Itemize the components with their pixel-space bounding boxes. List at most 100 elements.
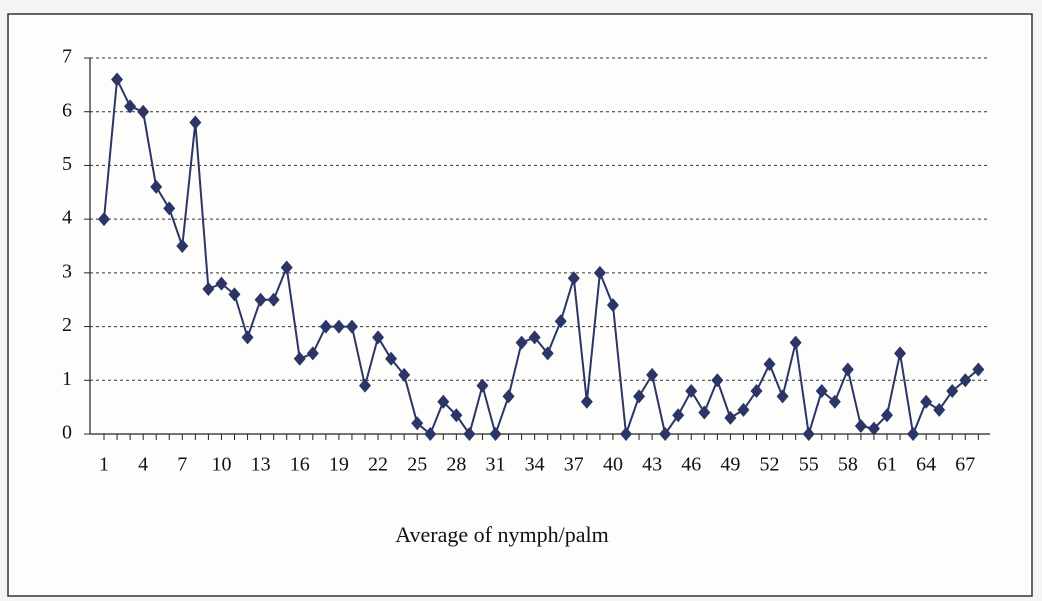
x-tick-label: 13 <box>251 454 271 476</box>
data-point <box>802 427 815 441</box>
x-tick-label: 4 <box>138 454 148 476</box>
data-point <box>98 212 110 227</box>
data-point <box>606 298 619 313</box>
data-point <box>894 346 907 361</box>
data-point <box>372 330 385 345</box>
x-tick-label: 46 <box>681 454 701 476</box>
x-tick-label: 49 <box>720 454 740 476</box>
data-point <box>841 362 854 377</box>
data-point <box>972 362 985 377</box>
data-point <box>437 394 450 409</box>
data-point <box>359 378 371 393</box>
x-tick-label: 61 <box>877 454 897 476</box>
data-point <box>254 292 267 307</box>
data-point <box>881 408 893 423</box>
y-tick-label: 3 <box>62 260 72 282</box>
data-point <box>293 351 306 366</box>
data-point <box>946 384 959 399</box>
y-tick-label: 0 <box>62 422 72 444</box>
data-point <box>215 276 228 291</box>
data-point <box>580 394 593 409</box>
x-tick-label: 37 <box>564 454 584 476</box>
data-point <box>241 330 254 345</box>
data-point <box>345 319 358 334</box>
x-tick-label: 28 <box>446 454 466 476</box>
y-tick-label: 4 <box>62 207 72 229</box>
data-point <box>920 394 933 409</box>
y-tick-label: 5 <box>62 153 72 175</box>
data-point <box>867 421 880 436</box>
y-tick-label: 2 <box>62 314 72 336</box>
data-point <box>476 378 489 393</box>
data-point <box>163 201 176 216</box>
data-point <box>698 405 711 420</box>
data-point <box>959 373 972 388</box>
chart-frame <box>7 13 1033 597</box>
x-tick-label: 64 <box>916 454 936 476</box>
x-tick-label: 52 <box>760 454 780 476</box>
data-point <box>854 418 867 433</box>
y-tick-label: 7 <box>62 46 72 68</box>
data-point <box>319 319 332 334</box>
data-point <box>332 319 345 334</box>
data-point <box>424 427 437 441</box>
data-point <box>150 179 163 194</box>
data-point <box>724 410 737 425</box>
x-tick-label: 43 <box>642 454 662 476</box>
data-point <box>633 389 646 404</box>
data-point <box>750 384 763 399</box>
x-tick-label: 67 <box>955 454 975 476</box>
data-point <box>907 427 920 441</box>
data-point <box>515 335 528 350</box>
data-point <box>111 72 124 87</box>
data-point <box>202 281 215 296</box>
x-tick-label: 1 <box>99 454 109 476</box>
data-point <box>672 408 685 423</box>
x-tick-label: 10 <box>211 454 231 476</box>
data-point <box>385 351 398 366</box>
data-point <box>189 115 202 130</box>
data-point <box>789 335 802 350</box>
data-point <box>528 330 541 345</box>
x-tick-label: 22 <box>368 454 388 476</box>
y-tick-label: 6 <box>62 99 72 121</box>
x-tick-label: 19 <box>329 454 349 476</box>
data-point <box>737 402 750 417</box>
data-point <box>711 373 724 388</box>
data-point <box>567 271 580 286</box>
x-tick-label: 55 <box>799 454 819 476</box>
data-point <box>398 367 411 382</box>
x-tick-label: 7 <box>177 454 187 476</box>
data-point <box>176 239 189 253</box>
data-point <box>776 389 789 404</box>
data-point <box>620 427 632 441</box>
data-point <box>411 416 424 431</box>
data-point <box>646 367 659 382</box>
data-point <box>685 384 698 399</box>
x-tick-label: 16 <box>290 454 310 476</box>
data-point <box>306 346 319 361</box>
x-tick-label: 34 <box>525 454 545 476</box>
data-point <box>933 402 946 417</box>
data-point <box>815 384 828 399</box>
data-point <box>502 389 515 404</box>
data-point <box>463 427 476 441</box>
data-point <box>450 408 463 423</box>
data-point <box>828 394 841 409</box>
data-point <box>763 357 776 372</box>
data-point <box>124 99 137 114</box>
data-point <box>489 427 502 441</box>
data-point <box>541 346 554 361</box>
x-tick-label: 58 <box>838 454 858 476</box>
x-axis-label: Average of nymph/palm <box>395 522 608 547</box>
data-point <box>659 427 672 441</box>
x-tick-label: 40 <box>603 454 623 476</box>
data-point <box>228 287 241 302</box>
x-tick-label: 31 <box>486 454 506 476</box>
y-tick-label: 1 <box>62 368 72 390</box>
x-tick-label: 25 <box>407 454 427 476</box>
data-point <box>280 260 293 275</box>
data-point <box>137 104 150 119</box>
data-point <box>267 292 280 307</box>
